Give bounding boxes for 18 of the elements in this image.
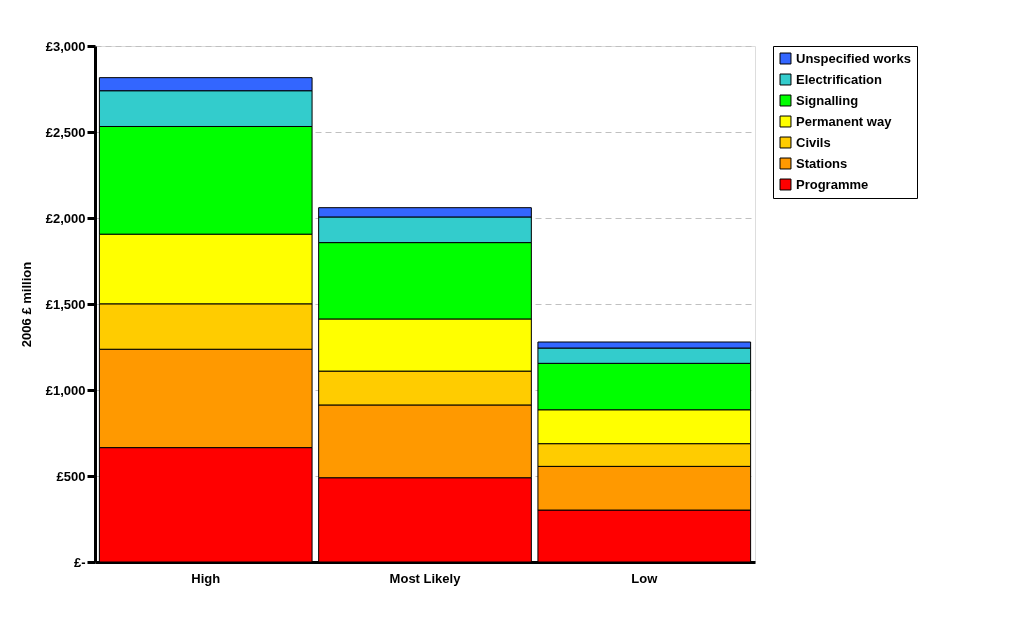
- y-tick-label: £2,000: [45, 210, 86, 226]
- y-tick-label: £1,000: [45, 382, 86, 398]
- x-tick-label: High: [191, 570, 221, 586]
- x-tick-label: Low: [631, 570, 659, 586]
- y-tick-label: £2,500: [45, 124, 86, 140]
- legend-label: Permanent way: [796, 113, 893, 129]
- x-tick-label: Most Likely: [389, 570, 462, 586]
- legend-label: Electrification: [796, 71, 883, 87]
- y-tick-label: £-: [73, 554, 86, 570]
- legend-label: Civils: [796, 134, 831, 150]
- y-tick-label: £1,500: [45, 296, 86, 312]
- legend-label: Signalling: [796, 92, 859, 108]
- legend-label: Programme: [796, 176, 869, 192]
- legend-label: Unspecified works: [796, 50, 911, 66]
- legend-label: Stations: [796, 155, 848, 171]
- y-tick-label: £3,000: [45, 38, 86, 54]
- y-axis-title: 2006 £ million: [18, 261, 34, 348]
- y-tick-label: £500: [56, 468, 86, 484]
